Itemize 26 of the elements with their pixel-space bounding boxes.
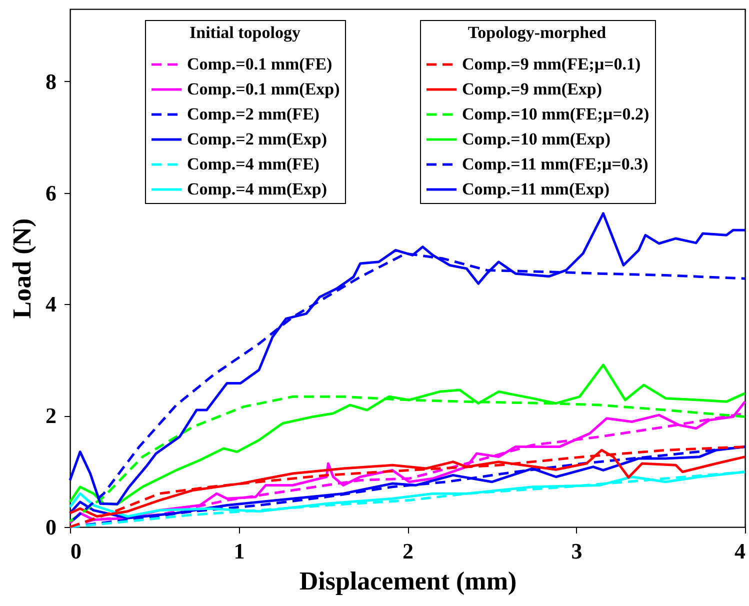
legend-label: Comp.=4 mm(FE): [187, 154, 320, 174]
x-tick-label: 3: [571, 538, 582, 564]
legend-label: Comp.=11 mm(FE;μ=0.3): [462, 154, 648, 174]
y-tick-label: 0: [46, 514, 56, 540]
x-tick-label: 0: [70, 538, 82, 564]
legend-label: Comp.=9 mm(FE;μ=0.1): [462, 54, 641, 74]
x-tick-label: 1: [234, 538, 245, 564]
legend-label: Comp.=9 mm(Exp): [462, 80, 602, 98]
legend-label: Comp.=11 mm(Exp): [462, 180, 610, 198]
y-tick-label: 6: [46, 180, 56, 206]
legend-label: Comp.=10 mm(Exp): [462, 130, 611, 148]
x-axis-title: Displacement (mm): [299, 566, 517, 596]
legend-label: Comp.=4 mm(Exp): [187, 180, 328, 198]
x-tick-label: 2: [402, 538, 414, 564]
y-axis-title: Load (N): [8, 218, 36, 319]
legend-label: Comp.=10 mm(FE;μ=0.2): [462, 104, 650, 124]
legend-label: Comp.=2 mm(Exp): [187, 130, 328, 148]
y-tick-label: 4: [46, 292, 56, 317]
text: Topology-morphed: [468, 23, 606, 42]
text: Initial topology: [190, 23, 300, 42]
x-tick-label: 4: [734, 538, 746, 564]
y-tick-label: 2: [46, 403, 56, 428]
legend-label: Comp.=2 mm(FE): [187, 104, 320, 124]
legend-label: Comp.=0.1 mm(FE): [187, 54, 332, 74]
y-tick-label: 8: [46, 68, 56, 94]
legend-label: Comp.=0.1 mm(Exp): [187, 80, 340, 98]
